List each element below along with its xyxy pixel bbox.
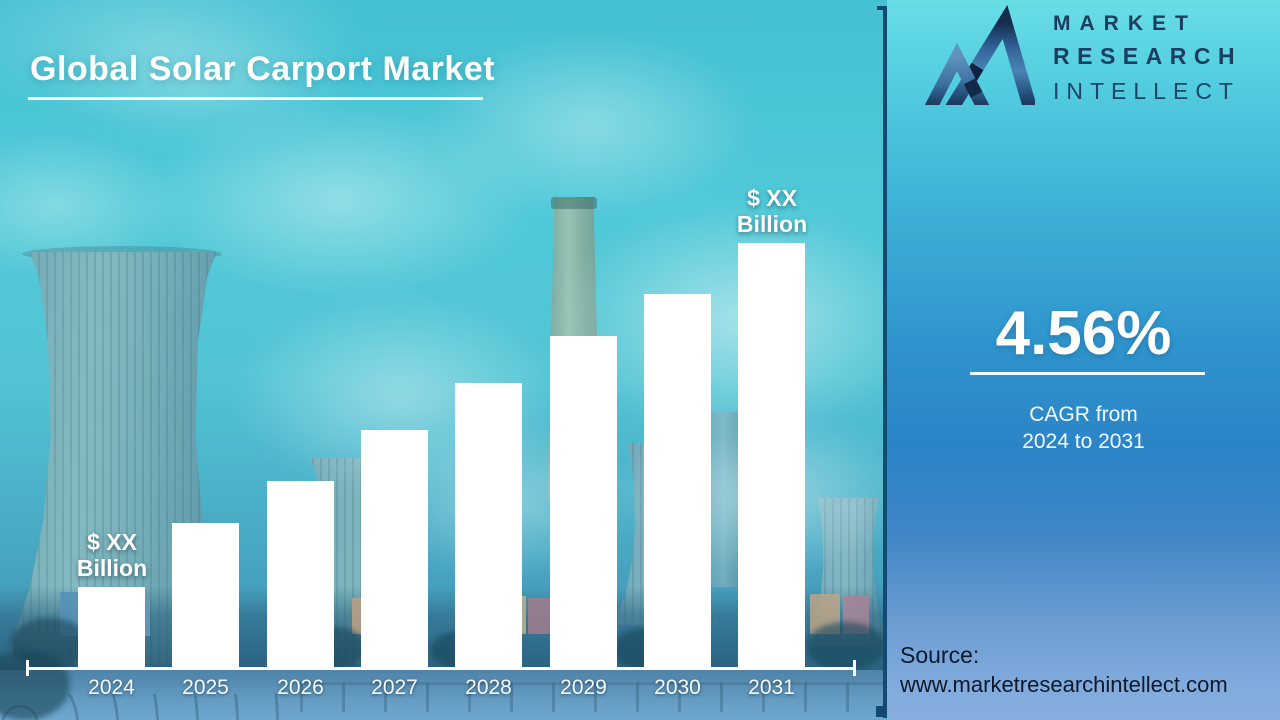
source-url: www.marketresearchintellect.com (900, 672, 1228, 697)
x-tick-label-2026: 2026 (277, 676, 324, 699)
bar-2028 (455, 383, 522, 668)
bar-value-label-2031: $ XX Billion (736, 185, 808, 237)
page-title: Global Solar Carport Market (30, 50, 496, 88)
x-tick-label-2028: 2028 (465, 676, 512, 699)
bar-2025 (172, 523, 239, 668)
x-tick-label-2024: 2024 (88, 676, 135, 699)
cagr-caption-line1: CAGR from (1029, 403, 1138, 426)
tree-silhouette-graphic (0, 650, 70, 720)
vertical-axis-divider (883, 6, 887, 718)
brand-word-market: MARKET (1053, 12, 1197, 35)
brand-logo-mountain-icon (925, 5, 1035, 105)
bar-2026 (267, 481, 334, 668)
brand-word-research: RESEARCH (1053, 43, 1243, 69)
x-axis-tick-end (853, 660, 856, 676)
bar-2027 (361, 430, 428, 668)
x-tick-label-2030: 2030 (654, 676, 701, 699)
title-underline (28, 97, 483, 100)
x-tick-label-2027: 2027 (371, 676, 418, 699)
bar-2030 (644, 294, 711, 668)
brand-logo-text: MARKET RESEARCH INTELLECT (1053, 12, 1242, 105)
source-label: Source: (900, 642, 980, 668)
vertical-axis-bottom-cap (876, 706, 893, 717)
x-tick-label-2031: 2031 (748, 676, 795, 699)
tree-silhouette-graphic (806, 622, 886, 670)
x-axis (27, 667, 856, 670)
bar-chart: 2024 $ XX Billion 2025 2026 2027 2028 2029 2030 2… (76, 185, 808, 699)
chart-area: Global Solar Carport Market 2024 $ XX Bill… (0, 0, 886, 720)
brand-logo: MARKET RESEARCH INTELLECT (887, 0, 1280, 120)
x-axis-tick-start (26, 660, 29, 676)
bar-2024 (78, 587, 145, 668)
x-tick-label-2025: 2025 (182, 676, 229, 699)
cagr-underline (970, 372, 1205, 375)
bar-2031 (738, 243, 805, 668)
brand-word-intellect: INTELLECT (1053, 78, 1240, 104)
container-graphic (528, 598, 550, 634)
bar-2029 (550, 336, 617, 668)
cagr-caption: CAGR from 2024 to 2031 (887, 401, 1280, 455)
stats-panel: MARKET RESEARCH INTELLECT 4.56% CAGR fro… (887, 0, 1280, 720)
chimney-cap-graphic (551, 197, 597, 209)
foreground-band-graphic (0, 670, 886, 720)
steam-cloud-graphic (420, 30, 760, 220)
bar-value-label-2024: $ XX Billion (76, 529, 148, 581)
source-block: Source: www.marketresearchintellect.com (900, 640, 1228, 700)
x-tick-label-2029: 2029 (560, 676, 607, 699)
vertical-axis-top-cap (877, 6, 893, 10)
cagr-caption-line2: 2024 to 2031 (1022, 430, 1145, 453)
bridge-lattice-graphic (300, 682, 886, 712)
cagr-value: 4.56% (995, 299, 1172, 368)
